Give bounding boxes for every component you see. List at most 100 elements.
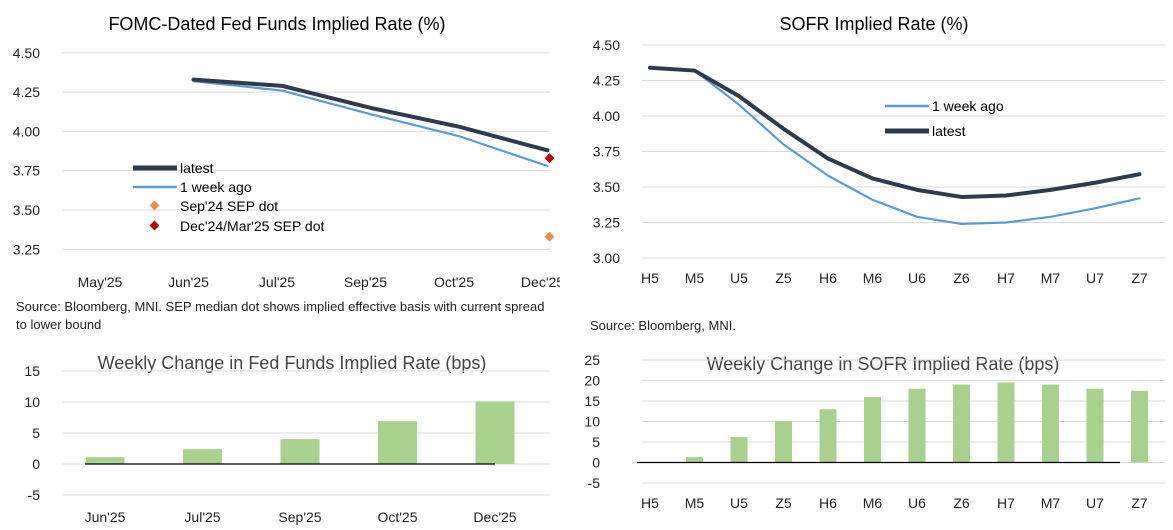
sep-dot-marker: [544, 231, 555, 242]
x-tick-label: Z5: [775, 270, 792, 286]
series-line-1-week-ago: [192, 80, 549, 168]
x-tick-label: M5: [685, 270, 705, 286]
chart-legend: 1 week ago latest: [885, 98, 1004, 139]
bar: [775, 421, 792, 463]
x-tick-label: Dec'25: [473, 509, 516, 525]
y-tick-label: 4.00: [13, 123, 40, 139]
legend-sep24-dot: Sep'24 SEP dot: [180, 198, 278, 214]
x-tick-label: Sep'25: [278, 509, 321, 525]
y-tick-label: 20: [584, 373, 600, 389]
y-tick-label: 0: [32, 456, 40, 472]
y-tick-label: -5: [588, 475, 601, 491]
fomc-chart: FOMC-Dated Fed Funds Implied Rate (%) 4.…: [13, 14, 560, 290]
x-tick-label: U7: [1086, 270, 1104, 286]
bar: [85, 457, 125, 464]
legend-latest: latest: [932, 123, 966, 139]
chart-title: Weekly Change in Fed Funds Implied Rate …: [98, 353, 487, 373]
y-tick-label: 3.75: [593, 144, 620, 160]
sofr-change-chart: Weekly Change in SOFR Implied Rate (bps)…: [584, 352, 1165, 511]
y-tick-label: 3.25: [13, 241, 40, 257]
x-tick-label: M6: [863, 495, 883, 511]
bar: [475, 401, 515, 464]
x-tick-label: Jul'25: [259, 274, 295, 290]
y-tick-label: 4.25: [13, 84, 40, 100]
x-tick-label: Sep'25: [344, 274, 387, 290]
y-tick-label: 5: [592, 434, 600, 450]
ff-change-chart: Weekly Change in Fed Funds Implied Rate …: [24, 353, 550, 525]
legend-1-week-ago: 1 week ago: [932, 98, 1004, 114]
chart-legend: latest 1 week ago Sep'24 SEP dot Dec'24/…: [133, 160, 324, 234]
y-tick-label: 3.25: [593, 215, 620, 231]
x-tick-label: Z5: [775, 495, 792, 511]
legend-latest: latest: [180, 160, 214, 176]
x-tick-label: Z7: [1131, 270, 1148, 286]
x-tick-label: H6: [819, 495, 837, 511]
x-tick-label: M7: [1041, 270, 1061, 286]
x-tick-label: Oct'25: [377, 509, 417, 525]
series-line-latest: [191, 77, 550, 153]
y-tick-label: 3.50: [593, 179, 620, 195]
bar: [183, 449, 222, 464]
x-tick-label: May'25: [78, 274, 123, 290]
chart-title: FOMC-Dated Fed Funds Implied Rate (%): [108, 14, 445, 34]
x-tick-label: Jun'25: [168, 274, 209, 290]
bar: [1131, 390, 1148, 463]
y-tick-label: 3.00: [593, 250, 620, 266]
y-tick-label: 15: [584, 393, 600, 409]
y-tick-label: 15: [24, 363, 40, 379]
bar: [908, 388, 926, 463]
bar: [864, 396, 881, 463]
y-tick-label: 4.50: [593, 37, 620, 53]
x-tick-label: H7: [997, 495, 1015, 511]
x-tick-label: Jun'25: [85, 509, 126, 525]
y-tick-label: -5: [28, 487, 41, 503]
y-tick-label: 10: [24, 394, 40, 410]
x-tick-label: H7: [997, 270, 1015, 286]
bar: [280, 439, 320, 464]
sep-dot-marker: [544, 153, 555, 164]
x-tick-label: Z7: [1131, 495, 1148, 511]
bar: [953, 384, 970, 463]
y-tick-label: 5: [32, 425, 40, 441]
legend-dec24-dot: Dec'24/Mar'25 SEP dot: [180, 218, 324, 234]
x-tick-label: M5: [685, 495, 705, 511]
bar: [997, 382, 1015, 463]
x-tick-label: Jul'25: [184, 509, 220, 525]
chart-title: SOFR Implied Rate (%): [779, 14, 968, 34]
x-tick-label: U5: [730, 495, 748, 511]
y-tick-label: 25: [584, 352, 600, 368]
bar: [730, 437, 748, 463]
x-tick-label: Z6: [953, 495, 970, 511]
x-tick-label: U5: [730, 270, 748, 286]
y-tick-label: 4.50: [13, 45, 40, 61]
fomc-source-note: Source: Bloomberg, MNI. SEP median dot s…: [16, 299, 545, 332]
sofr-chart: SOFR Implied Rate (%) 4.50 4.25 4.00 3.75 3.…: [593, 14, 1165, 286]
y-tick-label: 3.50: [13, 202, 40, 218]
bar: [686, 457, 703, 463]
x-tick-label: H5: [641, 270, 659, 286]
x-tick-label: U6: [908, 495, 926, 511]
y-tick-label: 10: [584, 414, 600, 430]
bar: [819, 409, 837, 463]
series-line-latest: [648, 65, 1142, 199]
x-tick-label: U6: [908, 270, 926, 286]
x-tick-label: U7: [1086, 495, 1104, 511]
y-tick-label: 0: [592, 455, 600, 471]
y-tick-label: 4.25: [593, 73, 620, 89]
x-tick-label: Oct'25: [434, 274, 474, 290]
x-tick-label: Dec'25: [521, 274, 560, 290]
bar: [1042, 384, 1059, 463]
y-tick-label: 3.75: [13, 163, 40, 179]
legend-1-week-ago: 1 week ago: [180, 179, 252, 195]
x-tick-label: H5: [641, 495, 659, 511]
bar: [378, 421, 417, 464]
sofr-source-note: Source: Bloomberg, MNI.: [590, 318, 736, 333]
chart-title: Weekly Change in SOFR Implied Rate (bps): [707, 354, 1060, 374]
y-tick-label: 4.00: [593, 108, 620, 124]
series-line-1-week-ago: [648, 66, 1141, 226]
bar: [1086, 388, 1104, 463]
x-tick-label: Z6: [953, 270, 970, 286]
x-tick-label: M7: [1041, 495, 1061, 511]
x-tick-label: M6: [863, 270, 883, 286]
x-tick-label: H6: [819, 270, 837, 286]
